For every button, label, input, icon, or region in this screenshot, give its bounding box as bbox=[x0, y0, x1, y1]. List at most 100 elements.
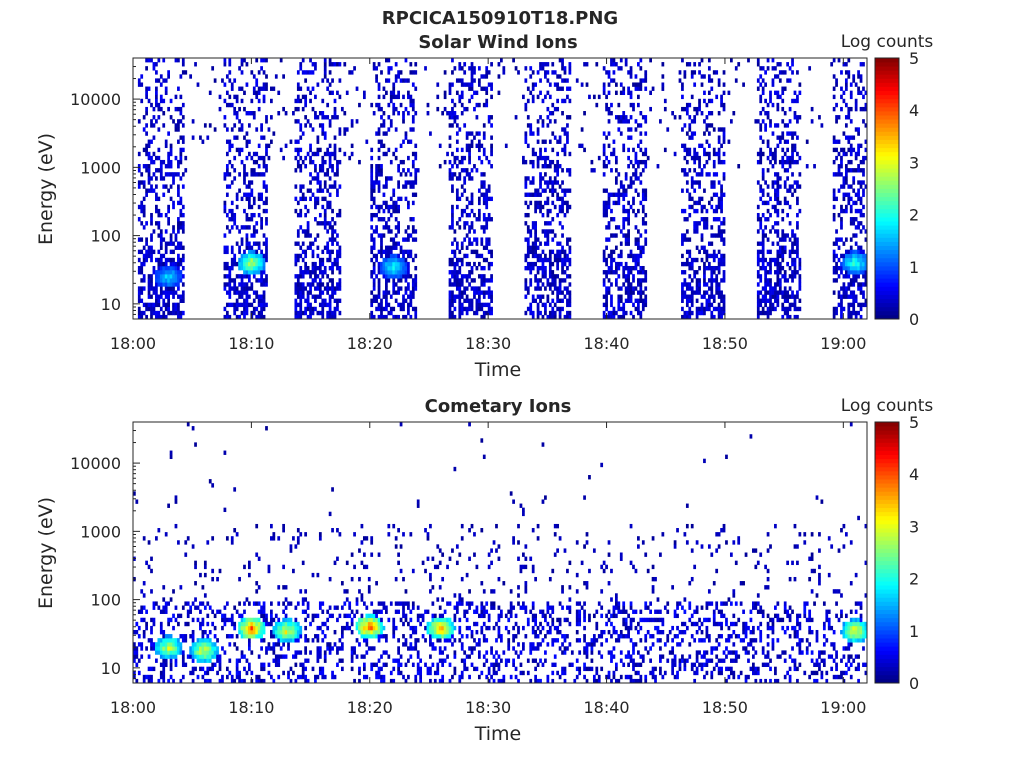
heatmap-cell bbox=[764, 274, 767, 279]
heatmap-cell bbox=[705, 257, 709, 263]
heatmap-cell bbox=[257, 278, 261, 283]
heatmap-cell bbox=[546, 282, 550, 287]
heatmap-cell bbox=[265, 217, 268, 222]
heatmap-cell bbox=[145, 131, 148, 136]
heatmap-cell bbox=[392, 94, 396, 100]
heatmap-cell bbox=[556, 180, 560, 185]
heatmap-cell bbox=[756, 253, 760, 259]
heatmap-cell bbox=[323, 217, 327, 222]
heatmap-cell bbox=[627, 298, 630, 303]
heatmap-cell bbox=[847, 159, 851, 165]
heatmap-cell bbox=[455, 221, 459, 226]
heatmap-cell bbox=[250, 212, 254, 218]
heatmap-cell bbox=[392, 286, 396, 291]
heatmap-cell bbox=[710, 184, 714, 189]
heatmap-cell bbox=[407, 302, 410, 308]
heatmap-cell bbox=[174, 654, 178, 659]
heatmap-cell bbox=[644, 147, 648, 153]
heatmap-cell bbox=[536, 159, 540, 165]
heatmap-cell bbox=[490, 196, 493, 202]
heatmap-cell bbox=[558, 278, 562, 283]
colorbar-segment bbox=[875, 188, 899, 193]
heatmap-cell bbox=[460, 310, 464, 316]
heatmap-cell bbox=[411, 151, 415, 157]
heatmap-cell bbox=[380, 241, 383, 246]
heatmap-cell bbox=[460, 274, 464, 279]
heatmap-cell bbox=[137, 314, 141, 320]
heatmap-cell bbox=[257, 90, 261, 96]
heatmap-cell bbox=[771, 164, 775, 169]
heatmap-cell bbox=[150, 155, 153, 161]
heatmap-cell bbox=[301, 274, 305, 279]
heatmap-cell bbox=[681, 282, 684, 287]
heatmap-cell bbox=[568, 257, 572, 263]
heatmap-cell bbox=[458, 176, 462, 181]
heatmap-cell bbox=[756, 270, 760, 275]
heatmap-cell bbox=[568, 151, 572, 157]
heatmap-cell bbox=[854, 102, 858, 108]
heatmap-cell bbox=[468, 270, 471, 275]
heatmap-cell bbox=[529, 261, 533, 267]
heatmap-cell bbox=[796, 225, 799, 230]
heatmap-cell bbox=[309, 314, 312, 320]
heatmap-cell bbox=[389, 176, 393, 181]
colorbar-frame bbox=[874, 57, 900, 320]
heatmap-cell bbox=[299, 225, 303, 230]
heatmap-cell bbox=[301, 310, 305, 316]
heatmap-cell bbox=[260, 172, 263, 177]
heatmap-cell bbox=[568, 168, 572, 173]
heatmap-cell bbox=[177, 540, 180, 545]
heatmap-cell bbox=[544, 200, 547, 206]
heatmap-cell bbox=[641, 290, 645, 295]
heatmap-cell bbox=[382, 257, 386, 263]
heatmap-cell bbox=[385, 314, 388, 320]
heatmap-cell bbox=[683, 282, 687, 287]
heatmap-cell bbox=[260, 196, 263, 202]
heatmap-cell bbox=[338, 278, 342, 283]
heatmap-cell bbox=[852, 306, 856, 312]
heatmap-cell bbox=[252, 306, 256, 312]
heatmap-cell bbox=[862, 180, 865, 185]
heatmap-cell bbox=[199, 638, 202, 643]
heatmap-cell bbox=[796, 135, 799, 140]
heatmap-cell bbox=[546, 78, 550, 83]
heatmap-cell bbox=[223, 82, 227, 87]
y-tick-label: 10000 bbox=[70, 90, 121, 109]
heatmap-cell bbox=[859, 282, 863, 287]
heatmap-cell bbox=[844, 265, 848, 271]
heatmap-cell bbox=[776, 290, 780, 295]
heatmap-cell bbox=[556, 164, 560, 169]
heatmap-cell bbox=[470, 306, 474, 312]
heatmap-cell bbox=[607, 310, 611, 316]
heatmap-cell bbox=[705, 282, 709, 287]
heatmap-cell bbox=[177, 302, 180, 308]
heatmap-cell bbox=[370, 102, 374, 108]
heatmap-cell bbox=[411, 119, 415, 124]
heatmap-cell bbox=[756, 274, 760, 279]
heatmap-cell bbox=[392, 90, 396, 96]
heatmap-cell bbox=[460, 241, 464, 246]
heatmap-cell bbox=[766, 290, 770, 295]
heatmap-cell bbox=[644, 298, 648, 303]
heatmap-cell bbox=[394, 217, 398, 222]
heatmap-cell bbox=[385, 298, 388, 303]
heatmap-cell bbox=[847, 274, 851, 279]
heatmap-cell bbox=[228, 290, 232, 295]
colorbar-tick-label: 3 bbox=[909, 153, 919, 172]
heatmap-cell bbox=[781, 233, 785, 238]
heatmap-cell bbox=[541, 249, 545, 255]
heatmap-cell bbox=[240, 159, 244, 165]
heatmap-cell bbox=[460, 208, 464, 214]
colorbar-segment bbox=[875, 172, 899, 177]
heatmap-cell bbox=[326, 310, 330, 316]
heatmap-cell bbox=[301, 282, 305, 287]
heatmap-cell bbox=[468, 159, 471, 165]
heatmap-cell bbox=[294, 253, 298, 259]
heatmap-cell bbox=[764, 294, 767, 299]
colorbar-segment bbox=[875, 298, 899, 304]
heatmap-cell bbox=[184, 662, 188, 667]
heatmap-cell bbox=[700, 237, 704, 242]
heatmap-cell bbox=[477, 188, 481, 193]
heatmap-cell bbox=[551, 249, 555, 255]
heatmap-cell bbox=[145, 147, 148, 153]
